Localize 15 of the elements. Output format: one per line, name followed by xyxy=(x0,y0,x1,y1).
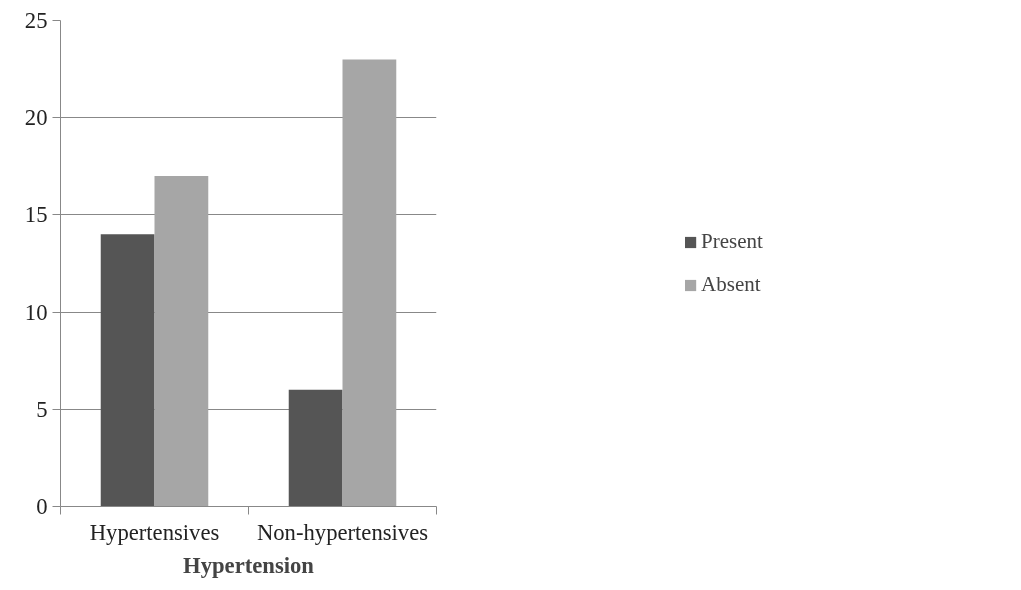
legend-label: Absent xyxy=(701,272,762,297)
bar xyxy=(100,234,155,507)
y-tick-label: 25 xyxy=(24,8,48,33)
y-tick-label: 0 xyxy=(36,494,48,519)
x-axis-title: Hypertension xyxy=(183,552,315,578)
legend-label: Present xyxy=(701,229,763,254)
y-tick-label: 20 xyxy=(24,105,48,131)
x-tick-label: Hypertensives xyxy=(89,519,220,545)
y-tick-label: 10 xyxy=(24,299,48,325)
y-tick-label: 15 xyxy=(24,202,48,228)
y-tick-label: 5 xyxy=(36,396,48,422)
x-tick-label: Non-hypertensives xyxy=(256,519,429,545)
bar xyxy=(154,176,209,507)
bar xyxy=(288,389,343,507)
bar xyxy=(342,59,397,507)
